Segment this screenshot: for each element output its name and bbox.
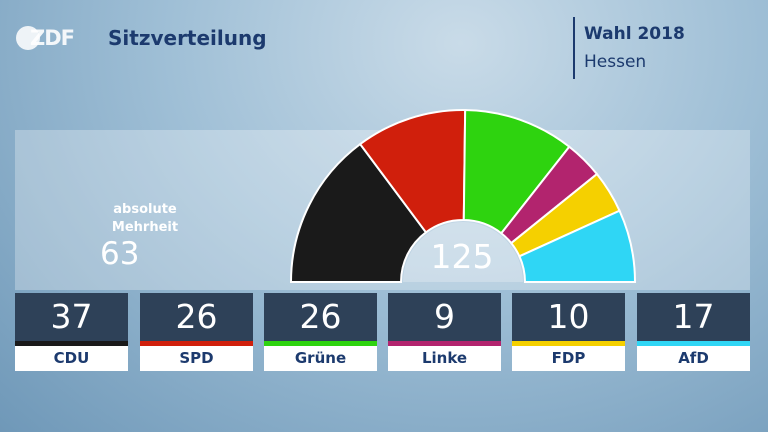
region-label: Hessen [584, 52, 647, 72]
party-card-fdp: 10 FDP [512, 293, 625, 371]
party-name: Grüne [264, 346, 377, 371]
header-divider [573, 17, 575, 79]
party-card-afd: 17 AfD [637, 293, 750, 371]
election-label: Wahl 2018 [584, 24, 685, 44]
party-color-bar [512, 341, 625, 346]
party-name: SPD [140, 346, 253, 371]
party-name: FDP [512, 346, 625, 371]
seat-count: 9 [388, 293, 501, 341]
party-name: Linke [388, 346, 501, 371]
party-color-bar [264, 341, 377, 346]
party-name: AfD [637, 346, 750, 371]
seat-count: 37 [15, 293, 128, 341]
seat-segment-afd [518, 209, 637, 283]
zdf-logo-text: ZDF [30, 26, 75, 50]
party-name: CDU [15, 346, 128, 371]
center-hub [403, 222, 523, 282]
majority-label: absolute Mehrheit [100, 201, 190, 237]
party-color-bar [15, 341, 128, 346]
seat-segment-cdu [289, 142, 428, 283]
party-color-bar [388, 341, 501, 346]
party-card-gr-ne: 26 Grüne [264, 293, 377, 371]
party-color-bar [140, 341, 253, 346]
page-title: Sitzverteilung [108, 26, 267, 50]
party-color-bar [637, 341, 750, 346]
party-card-spd: 26 SPD [140, 293, 253, 371]
seat-count: 26 [264, 293, 377, 341]
party-card-cdu: 37 CDU [15, 293, 128, 371]
majority-value: 63 [100, 236, 140, 272]
party-card-linke: 9 Linke [388, 293, 501, 371]
seat-count: 26 [140, 293, 253, 341]
zdf-logo-icon [16, 26, 40, 50]
total-seats: 125 [430, 237, 494, 276]
seat-count: 10 [512, 293, 625, 341]
seat-count: 17 [637, 293, 750, 341]
majority-label-line2: Mehrheit [111, 220, 179, 235]
majority-label-line1: absolute [113, 202, 177, 217]
